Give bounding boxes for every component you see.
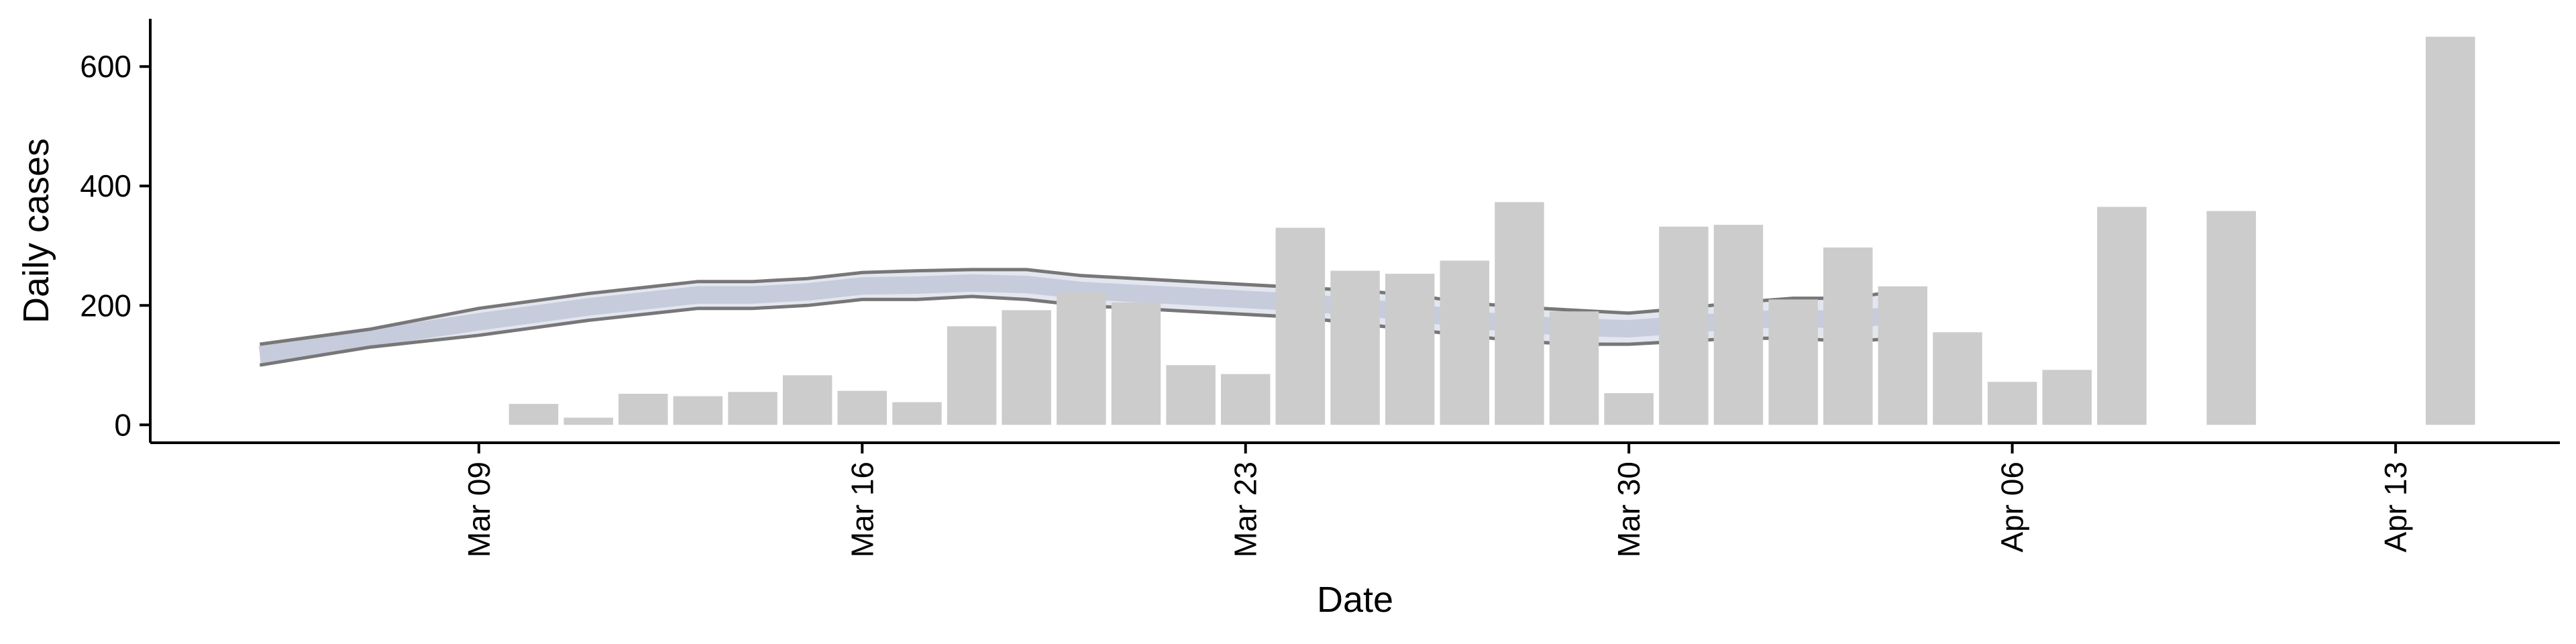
bar-2020-03-18 <box>947 326 997 425</box>
bars-layer <box>508 36 2475 425</box>
bar-2020-03-23 <box>1221 374 1271 425</box>
bar-2020-03-25 <box>1330 270 1380 425</box>
bar-2020-03-11 <box>564 417 613 425</box>
x-tick-label-2020-04-13: Apr 13 <box>2378 462 2413 553</box>
bar-2020-03-28 <box>1495 202 1544 425</box>
bar-2020-03-17 <box>892 402 942 425</box>
bar-2020-03-24 <box>1275 227 1326 425</box>
x-tick-label-2020-03-16: Mar 16 <box>845 462 879 557</box>
bar-2020-03-31 <box>1659 226 1709 425</box>
bar-2020-03-21 <box>1111 302 1161 425</box>
bar-2020-03-30 <box>1604 393 1654 425</box>
y-tick-label-400: 400 <box>80 168 131 203</box>
y-axis-title: Daily cases <box>16 138 56 323</box>
bar-2020-03-13 <box>673 396 723 425</box>
bar-2020-03-29 <box>1549 311 1599 425</box>
bar-2020-04-07 <box>2042 370 2092 425</box>
y-tick-label-200: 200 <box>80 288 131 323</box>
bar-2020-03-19 <box>1002 310 1051 425</box>
bar-2020-03-15 <box>782 375 833 425</box>
x-axis-title: Date <box>1317 580 1393 620</box>
bar-2020-04-04 <box>1878 286 1928 425</box>
bar-2020-03-27 <box>1440 260 1489 425</box>
bar-2020-03-22 <box>1166 365 1216 425</box>
bar-2020-04-14 <box>2426 36 2475 425</box>
bar-2020-04-05 <box>1933 332 1982 425</box>
bar-2020-03-14 <box>728 392 777 425</box>
bar-2020-04-10 <box>2206 211 2256 425</box>
bar-2020-04-03 <box>1823 247 1873 425</box>
bar-2020-03-12 <box>619 394 668 425</box>
x-tick-label-2020-03-30: Mar 30 <box>1611 462 1646 557</box>
bar-2020-03-26 <box>1385 274 1435 425</box>
axes-layer: 0 200 400 600 Mar 09 Mar 16 Mar 23 Mar 30 Apr 06… <box>80 19 2560 557</box>
bar-2020-03-16 <box>837 390 887 425</box>
bar-2020-04-01 <box>1713 225 1764 425</box>
x-tick-label-2020-04-06: Apr 06 <box>1995 462 2030 553</box>
x-tick-label-2020-03-09: Mar 09 <box>462 462 496 557</box>
bar-2020-03-20 <box>1057 292 1106 425</box>
x-tick-label-2020-03-23: Mar 23 <box>1228 462 1263 557</box>
bar-2020-04-08 <box>2097 207 2147 425</box>
y-tick-label-0: 0 <box>114 407 131 442</box>
bar-2020-04-06 <box>1987 382 2037 425</box>
y-tick-label-600: 600 <box>80 49 131 84</box>
bar-2020-03-10 <box>508 404 559 425</box>
bar-2020-04-02 <box>1768 299 1818 425</box>
